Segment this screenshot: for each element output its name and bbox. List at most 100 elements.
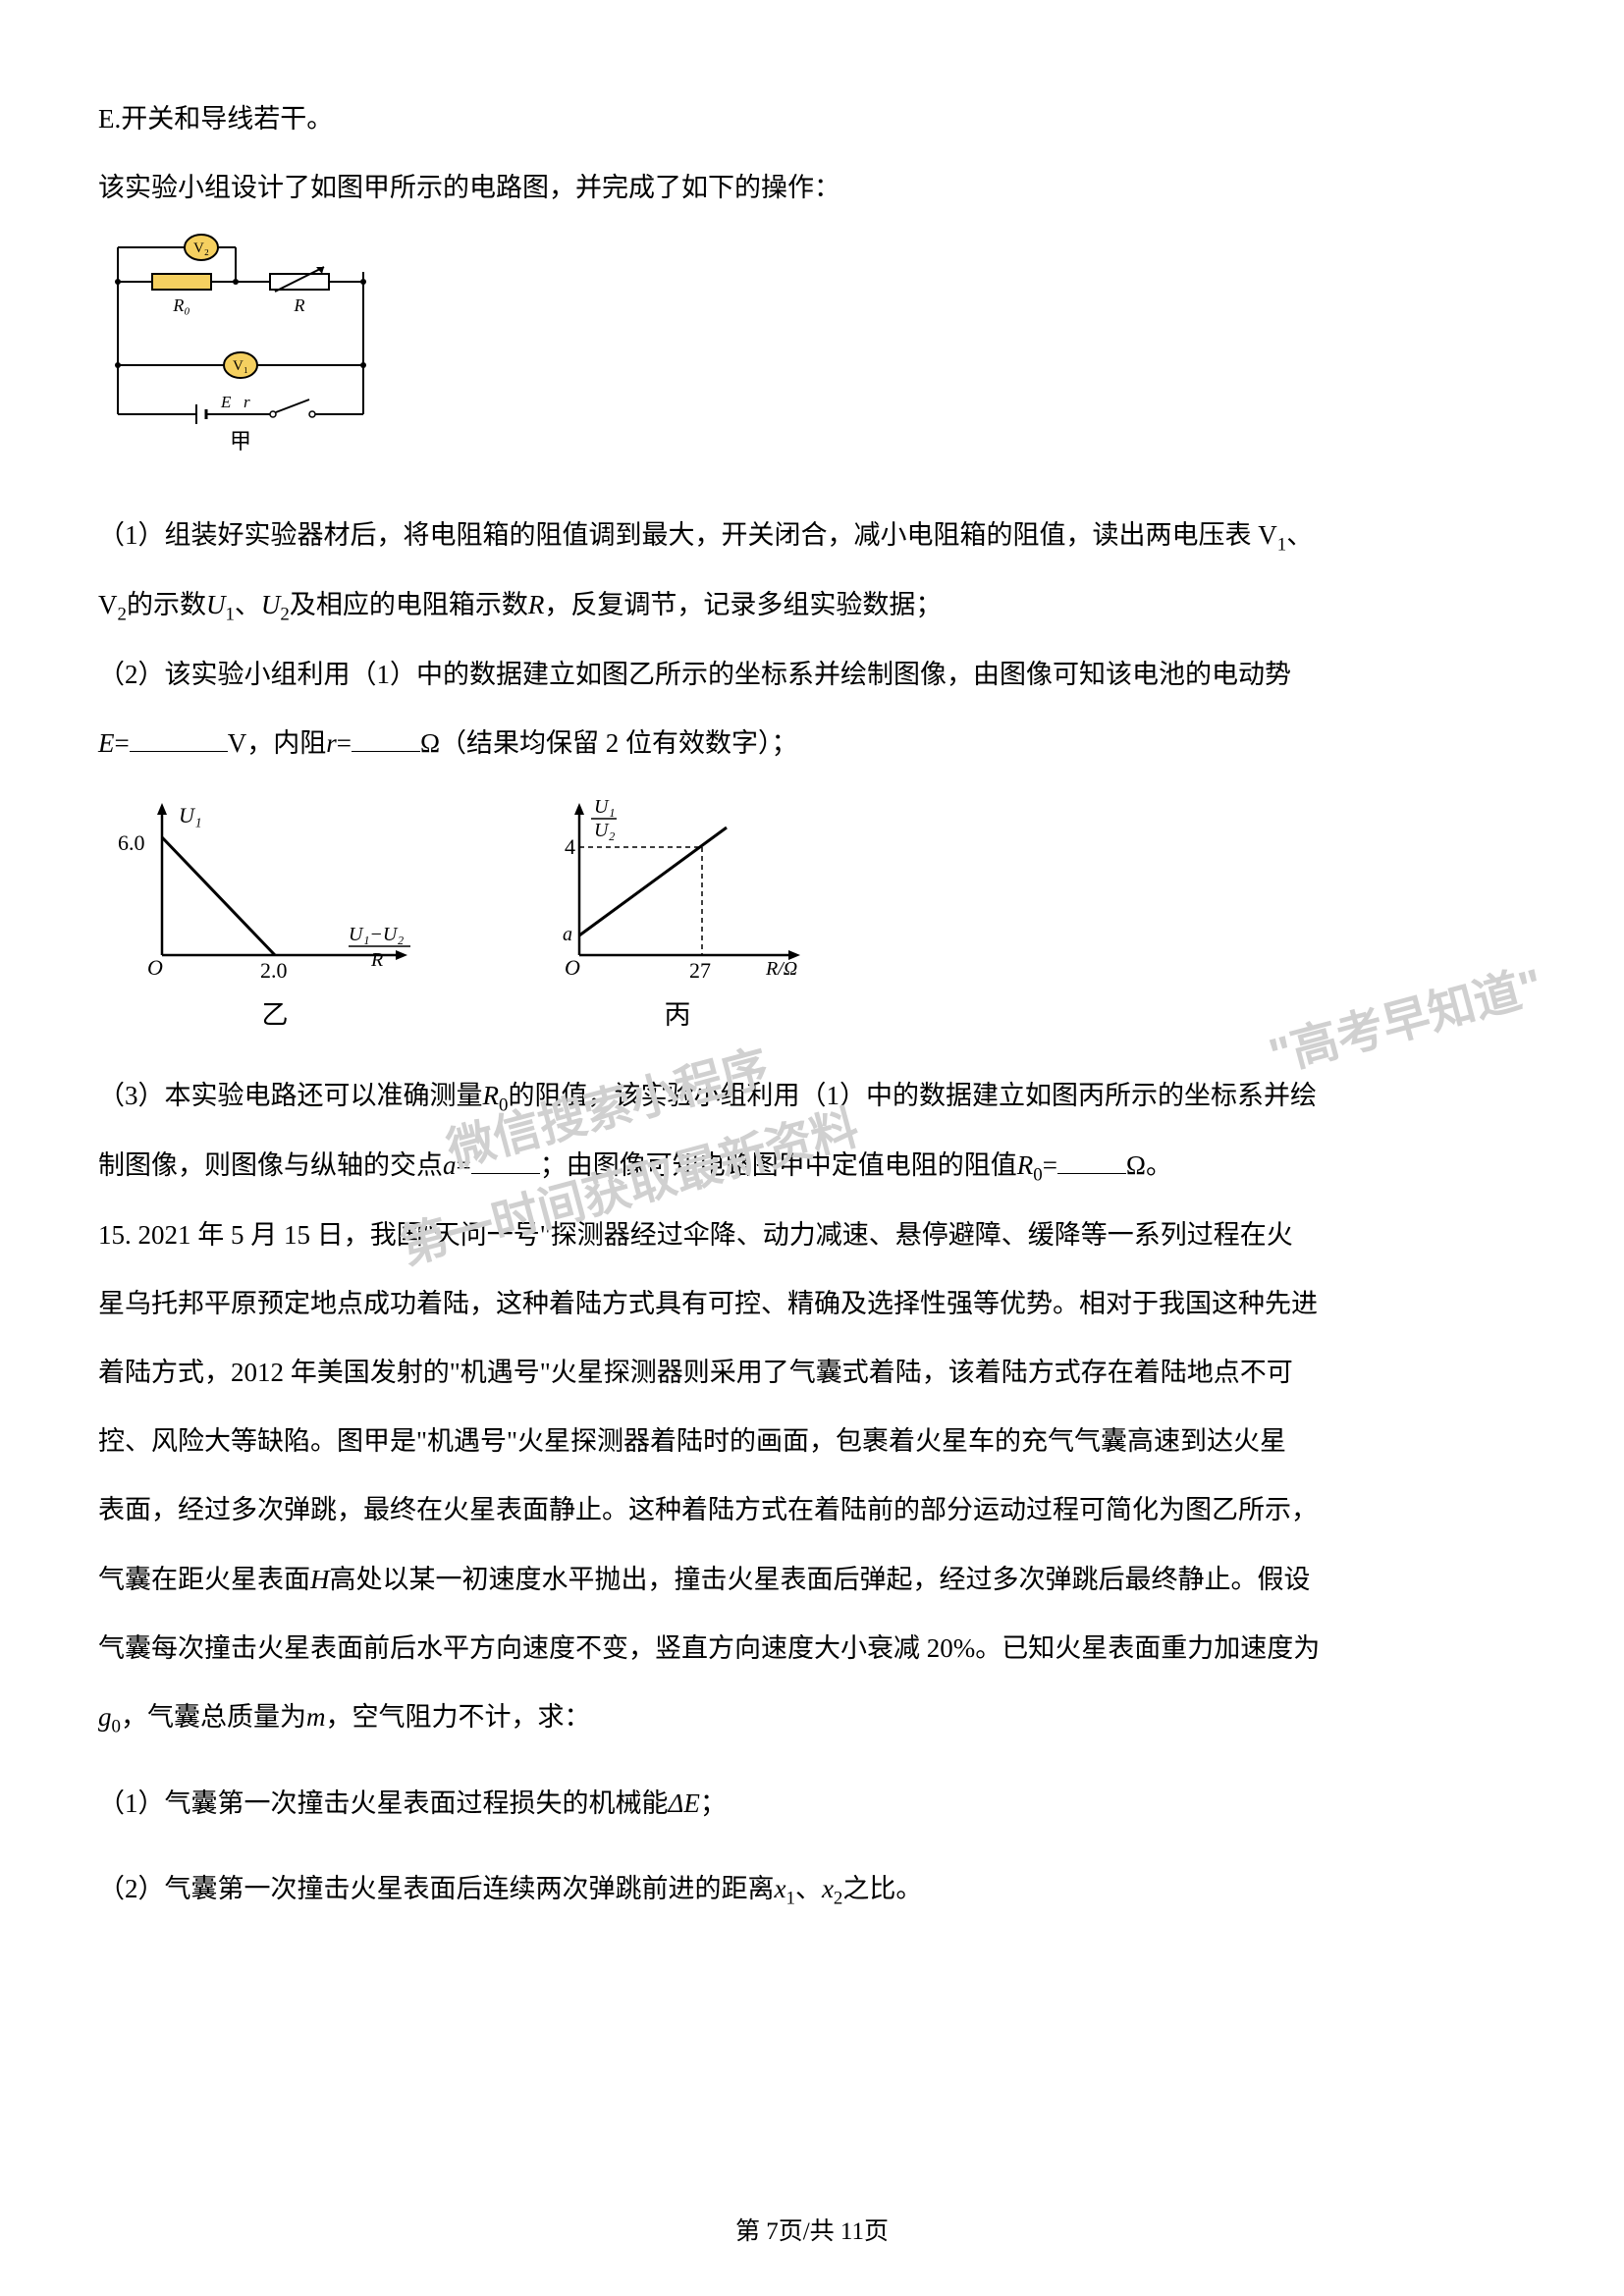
q15-s1a: （1）气囊第一次撞击火星表面过程损失的机械能 — [98, 1789, 669, 1818]
q3-eq2: = — [1043, 1150, 1057, 1180]
svg-text:O: O — [565, 955, 580, 980]
blank-r0 — [1057, 1143, 1126, 1174]
intro-text: 该实验小组设计了如图甲所示的电路图，并完成了如下的操作： — [98, 157, 1526, 218]
q3-l2: 制图像，则图像与纵轴的交点 — [98, 1150, 443, 1180]
question-15-line5: 表面，经过多次弹跳，最终在火星表面静止。这种着陆方式在着陆前的部分运动过程可简化… — [98, 1479, 1526, 1540]
q15-l6a: 气囊在距火星表面 — [98, 1565, 310, 1594]
page-footer: 第 7页/共 11页 — [0, 2212, 1624, 2247]
question-1-line2: V2的示数U1、U2及相应的电阻箱示数R，反复调节，记录多组实验数据； — [98, 574, 1526, 636]
q2-v: V，内阻 — [228, 728, 327, 758]
svg-text:R/Ω: R/Ω — [765, 958, 797, 980]
q1-v2: V — [98, 590, 118, 619]
q2-r: r — [326, 728, 337, 758]
q15-s2b: 、 — [795, 1874, 822, 1903]
svg-text:V₂: V₂ — [193, 240, 209, 256]
svg-text:U₂: U₂ — [594, 820, 615, 841]
question-15-line3: 着陆方式，2012 年美国发射的"机遇号"火星探测器则采用了气囊式着陆，该着陆方… — [98, 1342, 1526, 1403]
svg-text:V₁: V₁ — [233, 358, 248, 374]
svg-text:R₀: R₀ — [172, 295, 189, 315]
svg-text:甲: 甲 — [230, 429, 251, 454]
q15-x1sub: 1 — [785, 1888, 794, 1908]
q15-h: H — [310, 1565, 330, 1594]
q3-cont: 的阻值，该实验小组利用（1）中的数据建立如图丙所示的坐标系并绘 — [508, 1081, 1317, 1110]
question-15-line6: 气囊在距火星表面H高处以某一初速度水平抛出，撞击火星表面后弹起，经过多次弹跳后最… — [98, 1549, 1526, 1610]
q15-l6b: 高处以某一初速度水平抛出，撞击火星表面后弹起，经过多次弹跳后最终静止。假设 — [330, 1565, 1311, 1594]
svg-text:2.0: 2.0 — [260, 958, 288, 980]
q15-num: 15. — [98, 1220, 132, 1250]
question-15-line7: 气囊每次撞击火星表面前后水平方向速度不变，竖直方向速度大小衰减 20%。已知火星… — [98, 1618, 1526, 1679]
q1-u1: U — [206, 590, 226, 619]
svg-text:U₁: U₁ — [179, 803, 202, 828]
q1-u1sub: 1 — [225, 605, 234, 625]
q15-x1: x — [775, 1874, 786, 1903]
q1-l2c: 、 — [235, 590, 261, 619]
q3-avar: a — [443, 1150, 457, 1180]
q15-l8b: ，空气阻力不计，求： — [325, 1702, 590, 1732]
svg-text:U₁: U₁ — [594, 796, 615, 818]
blank-emf — [130, 721, 228, 752]
q3-r0: R — [483, 1081, 500, 1110]
q2-eq: = — [115, 728, 130, 758]
q3-l2b: ；由图像可知电路图甲中定值电阻的阻值 — [540, 1150, 1017, 1180]
q1-cont: 、 — [1286, 520, 1313, 550]
q1-r: R — [528, 590, 545, 619]
svg-text:6.0: 6.0 — [118, 830, 145, 855]
question-15-line2: 星乌托邦平原预定地点成功着陆，这种着陆方式具有可控、精确及选择性强等优势。相对于… — [98, 1273, 1526, 1334]
svg-text:27: 27 — [689, 958, 711, 980]
q15-date: 2021 年 5 月 15 日，我国"天问一号"探测器经过伞降、动力减速、悬停避… — [132, 1220, 1293, 1250]
circuit-diagram-jia: V₂ R₀ R — [98, 233, 1526, 480]
q15-l8a: ，气囊总质量为 — [121, 1702, 306, 1732]
question-15-sub2: （2）气囊第一次撞击火星表面后连续两次弹跳前进的距离x1、x2之比。 — [98, 1858, 1526, 1920]
graph-bing: U₁ U₂ 4 a O 27 R/Ω 丙 — [530, 793, 825, 1045]
question-3-line2: 制图像，则图像与纵轴的交点a=；由图像可知电路图甲中定值电阻的阻值R0=Ω。 — [98, 1135, 1526, 1197]
q15-m: m — [306, 1702, 326, 1732]
q1-l2b: 的示数 — [127, 590, 206, 619]
svg-text:R: R — [294, 295, 305, 315]
svg-text:a: a — [563, 924, 572, 945]
q1-text-a: （1）组装好实验器材后，将电阻箱的阻值调到最大，开关闭合，减小电阻箱的阻值，读出… — [98, 520, 1277, 550]
svg-text:r: r — [244, 393, 250, 411]
q3-a: （3）本实验电路还可以准确测量 — [98, 1081, 483, 1110]
q2-e: E — [98, 728, 115, 758]
question-15-line4: 控、风险大等缺陷。图甲是"机遇号"火星探测器着陆时的画面，包裹着火星车的充气气囊… — [98, 1411, 1526, 1471]
blank-resistance — [352, 721, 420, 752]
q15-de: ΔE — [669, 1789, 700, 1818]
question-1: （1）组装好实验器材后，将电阻箱的阻值调到最大，开关闭合，减小电阻箱的阻值，读出… — [98, 505, 1526, 566]
option-e-text: E.开关和导线若干。 — [98, 88, 1526, 149]
q15-s2c: 之比。 — [842, 1874, 922, 1903]
question-2-line2: E=V，内阻r=Ω（结果均保留 2 位有效数字）； — [98, 713, 1526, 774]
q15-s1b: ； — [700, 1789, 727, 1818]
graph-bing-caption: 丙 — [665, 985, 691, 1045]
q15-gsub: 0 — [112, 1716, 121, 1736]
q1-sub1: 1 — [1277, 535, 1286, 556]
question-2: （2）该实验小组利用（1）中的数据建立如图乙所示的坐标系并绘制图像，由图像可知该… — [98, 644, 1526, 705]
q1-sub2: 2 — [118, 605, 127, 625]
q1-u2: U — [261, 590, 281, 619]
svg-text:R: R — [370, 949, 383, 971]
question-15-line8: g0，气囊总质量为m，空气阻力不计，求： — [98, 1686, 1526, 1748]
q1-u2sub: 2 — [280, 605, 289, 625]
svg-text:U₁−U₂: U₁−U₂ — [349, 924, 404, 945]
question-15-line1: 15. 2021 年 5 月 15 日，我国"天问一号"探测器经过伞降、动力减速… — [98, 1204, 1526, 1265]
q3-r0b: R — [1017, 1150, 1034, 1180]
q15-s2a: （2）气囊第一次撞击火星表面后连续两次弹跳前进的距离 — [98, 1874, 775, 1903]
q1-l2d: 及相应的电阻箱示数 — [290, 590, 528, 619]
q2-ohm: Ω（结果均保留 2 位有效数字）； — [420, 728, 798, 758]
svg-text:4: 4 — [565, 834, 575, 859]
q3-eq: = — [457, 1150, 471, 1180]
svg-text:O: O — [147, 955, 163, 980]
q15-x2: x — [822, 1874, 834, 1903]
q3-r0bsub: 0 — [1033, 1165, 1042, 1186]
q1-end: ，反复调节，记录多组实验数据； — [544, 590, 942, 619]
q15-g: g — [98, 1702, 112, 1732]
q2-eq2: = — [337, 728, 352, 758]
blank-a — [471, 1143, 540, 1174]
svg-text:E: E — [220, 393, 232, 411]
q15-x2sub: 2 — [834, 1888, 842, 1908]
graph-yi: U₁ 6.0 O 2.0 U₁−U₂ R 乙 — [118, 793, 432, 1045]
q3-unit: Ω。 — [1126, 1150, 1172, 1180]
question-3: （3）本实验电路还可以准确测量R0的阻值，该实验小组利用（1）中的数据建立如图丙… — [98, 1065, 1526, 1127]
graphs-container: U₁ 6.0 O 2.0 U₁−U₂ R 乙 — [118, 793, 1526, 1045]
question-15-sub1: （1）气囊第一次撞击火星表面过程损失的机械能ΔE； — [98, 1773, 1526, 1834]
graph-yi-caption: 乙 — [262, 985, 289, 1045]
